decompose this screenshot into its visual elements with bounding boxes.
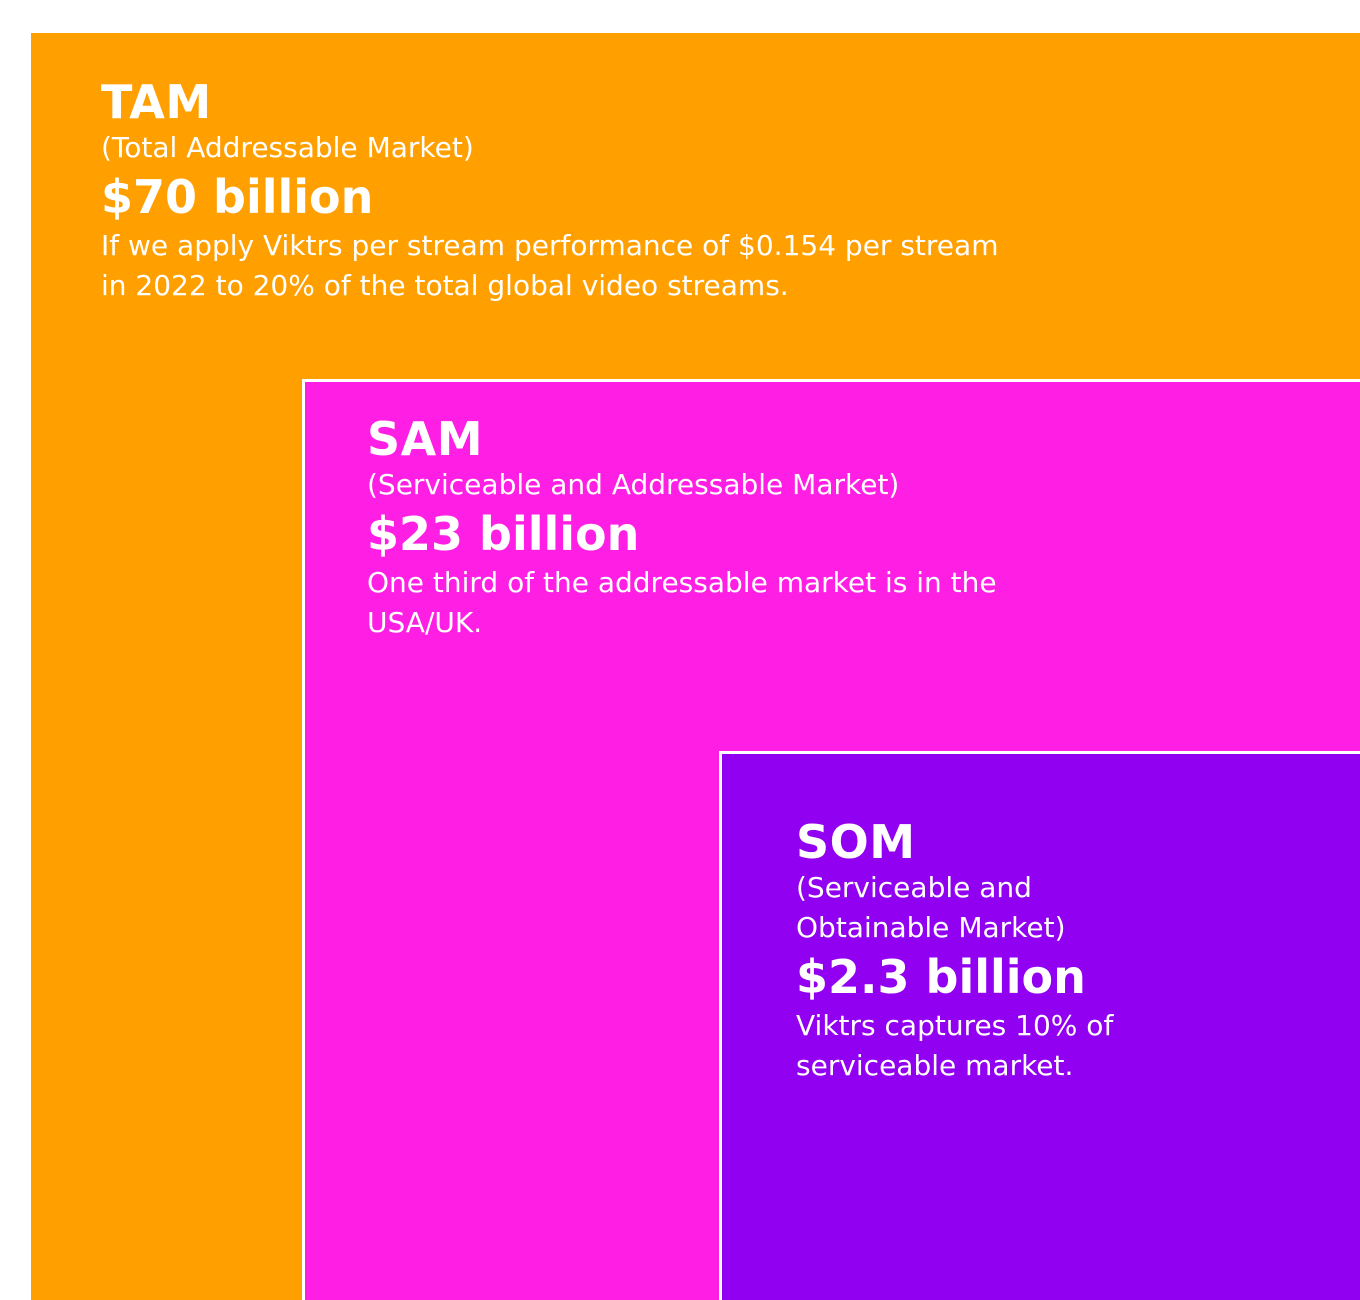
som-box: SOM (Serviceable and Obtainable Market) … (719, 751, 1360, 1300)
sam-value: $23 billion (367, 507, 640, 561)
tam-description: If we apply Viktrs per stream performanc… (101, 229, 999, 302)
som-full-name: (Serviceable and Obtainable Market) (796, 871, 1066, 944)
sam-full-name: (Serviceable and Addressable Market) (367, 468, 900, 501)
tam-full-name: (Total Addressable Market) (101, 131, 474, 164)
tam-acronym: TAM (101, 75, 212, 129)
som-content: SOM (Serviceable and Obtainable Market) … (796, 816, 1176, 1086)
sam-description: One third of the addressable market is i… (367, 566, 997, 639)
som-acronym: SOM (796, 815, 916, 869)
som-description: Viktrs captures 10% of serviceable marke… (796, 1009, 1114, 1082)
som-value: $2.3 billion (796, 950, 1086, 1004)
sam-acronym: SAM (367, 412, 484, 466)
tam-value: $70 billion (101, 170, 374, 224)
sam-content: SAM (Serviceable and Addressable Market)… (367, 413, 1087, 643)
tam-content: TAM (Total Addressable Market) $70 billi… (101, 76, 1001, 306)
